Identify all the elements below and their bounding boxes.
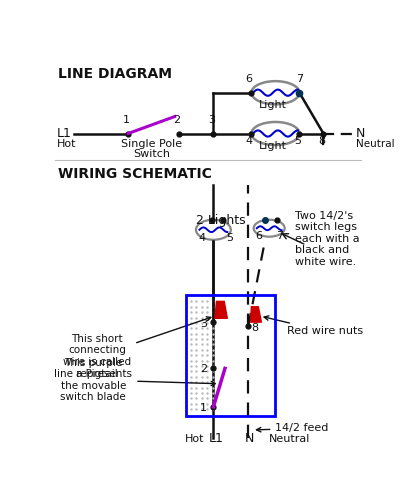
Polygon shape (215, 301, 227, 318)
Text: 3: 3 (208, 115, 215, 125)
Text: 4: 4 (245, 135, 253, 145)
Text: 2 Lights: 2 Lights (196, 214, 246, 227)
Text: 3: 3 (200, 319, 207, 328)
Text: Neutral: Neutral (356, 139, 394, 149)
Text: Red wire nuts: Red wire nuts (264, 316, 363, 337)
Text: Light: Light (259, 141, 287, 151)
Text: 2: 2 (200, 364, 207, 374)
Text: LINE DIAGRAM: LINE DIAGRAM (58, 66, 173, 80)
Text: N: N (245, 432, 254, 445)
Text: 6: 6 (255, 231, 262, 241)
Text: 1: 1 (200, 402, 207, 412)
Text: 14/2 feed: 14/2 feed (256, 424, 329, 434)
Text: 2: 2 (173, 115, 181, 125)
Text: 5: 5 (226, 233, 233, 243)
Text: N: N (356, 127, 365, 140)
Text: 7: 7 (276, 231, 283, 241)
Text: 4: 4 (198, 233, 205, 243)
Ellipse shape (254, 220, 285, 237)
Text: L1: L1 (57, 127, 72, 140)
Text: 5: 5 (294, 135, 301, 145)
Text: Switch: Switch (133, 148, 170, 158)
Ellipse shape (252, 122, 299, 145)
Ellipse shape (196, 220, 231, 240)
Text: WIRING SCHEMATIC: WIRING SCHEMATIC (58, 166, 212, 181)
Text: Hot: Hot (57, 139, 76, 149)
Text: 8: 8 (252, 322, 258, 332)
Text: Hot: Hot (185, 434, 205, 444)
Text: 8: 8 (318, 135, 326, 145)
Text: Light: Light (259, 100, 287, 110)
Text: Single Pole: Single Pole (121, 139, 182, 149)
Text: 7: 7 (296, 74, 303, 84)
Text: This purple
line represents
the movable
switch blade: This purple line represents the movable … (54, 358, 215, 402)
Text: 6: 6 (245, 74, 253, 84)
Text: Neutral: Neutral (269, 434, 310, 444)
Text: This short
connecting
wire is called
a Pigtail: This short connecting wire is called a P… (63, 317, 211, 379)
Ellipse shape (252, 81, 299, 104)
Polygon shape (251, 307, 261, 322)
Bar (186, 295, 275, 416)
Text: Two 14/2's
switch legs
each with a
black and
white wire.: Two 14/2's switch legs each with a black… (295, 211, 359, 267)
Text: 1: 1 (123, 115, 130, 125)
Text: L1: L1 (209, 432, 224, 445)
